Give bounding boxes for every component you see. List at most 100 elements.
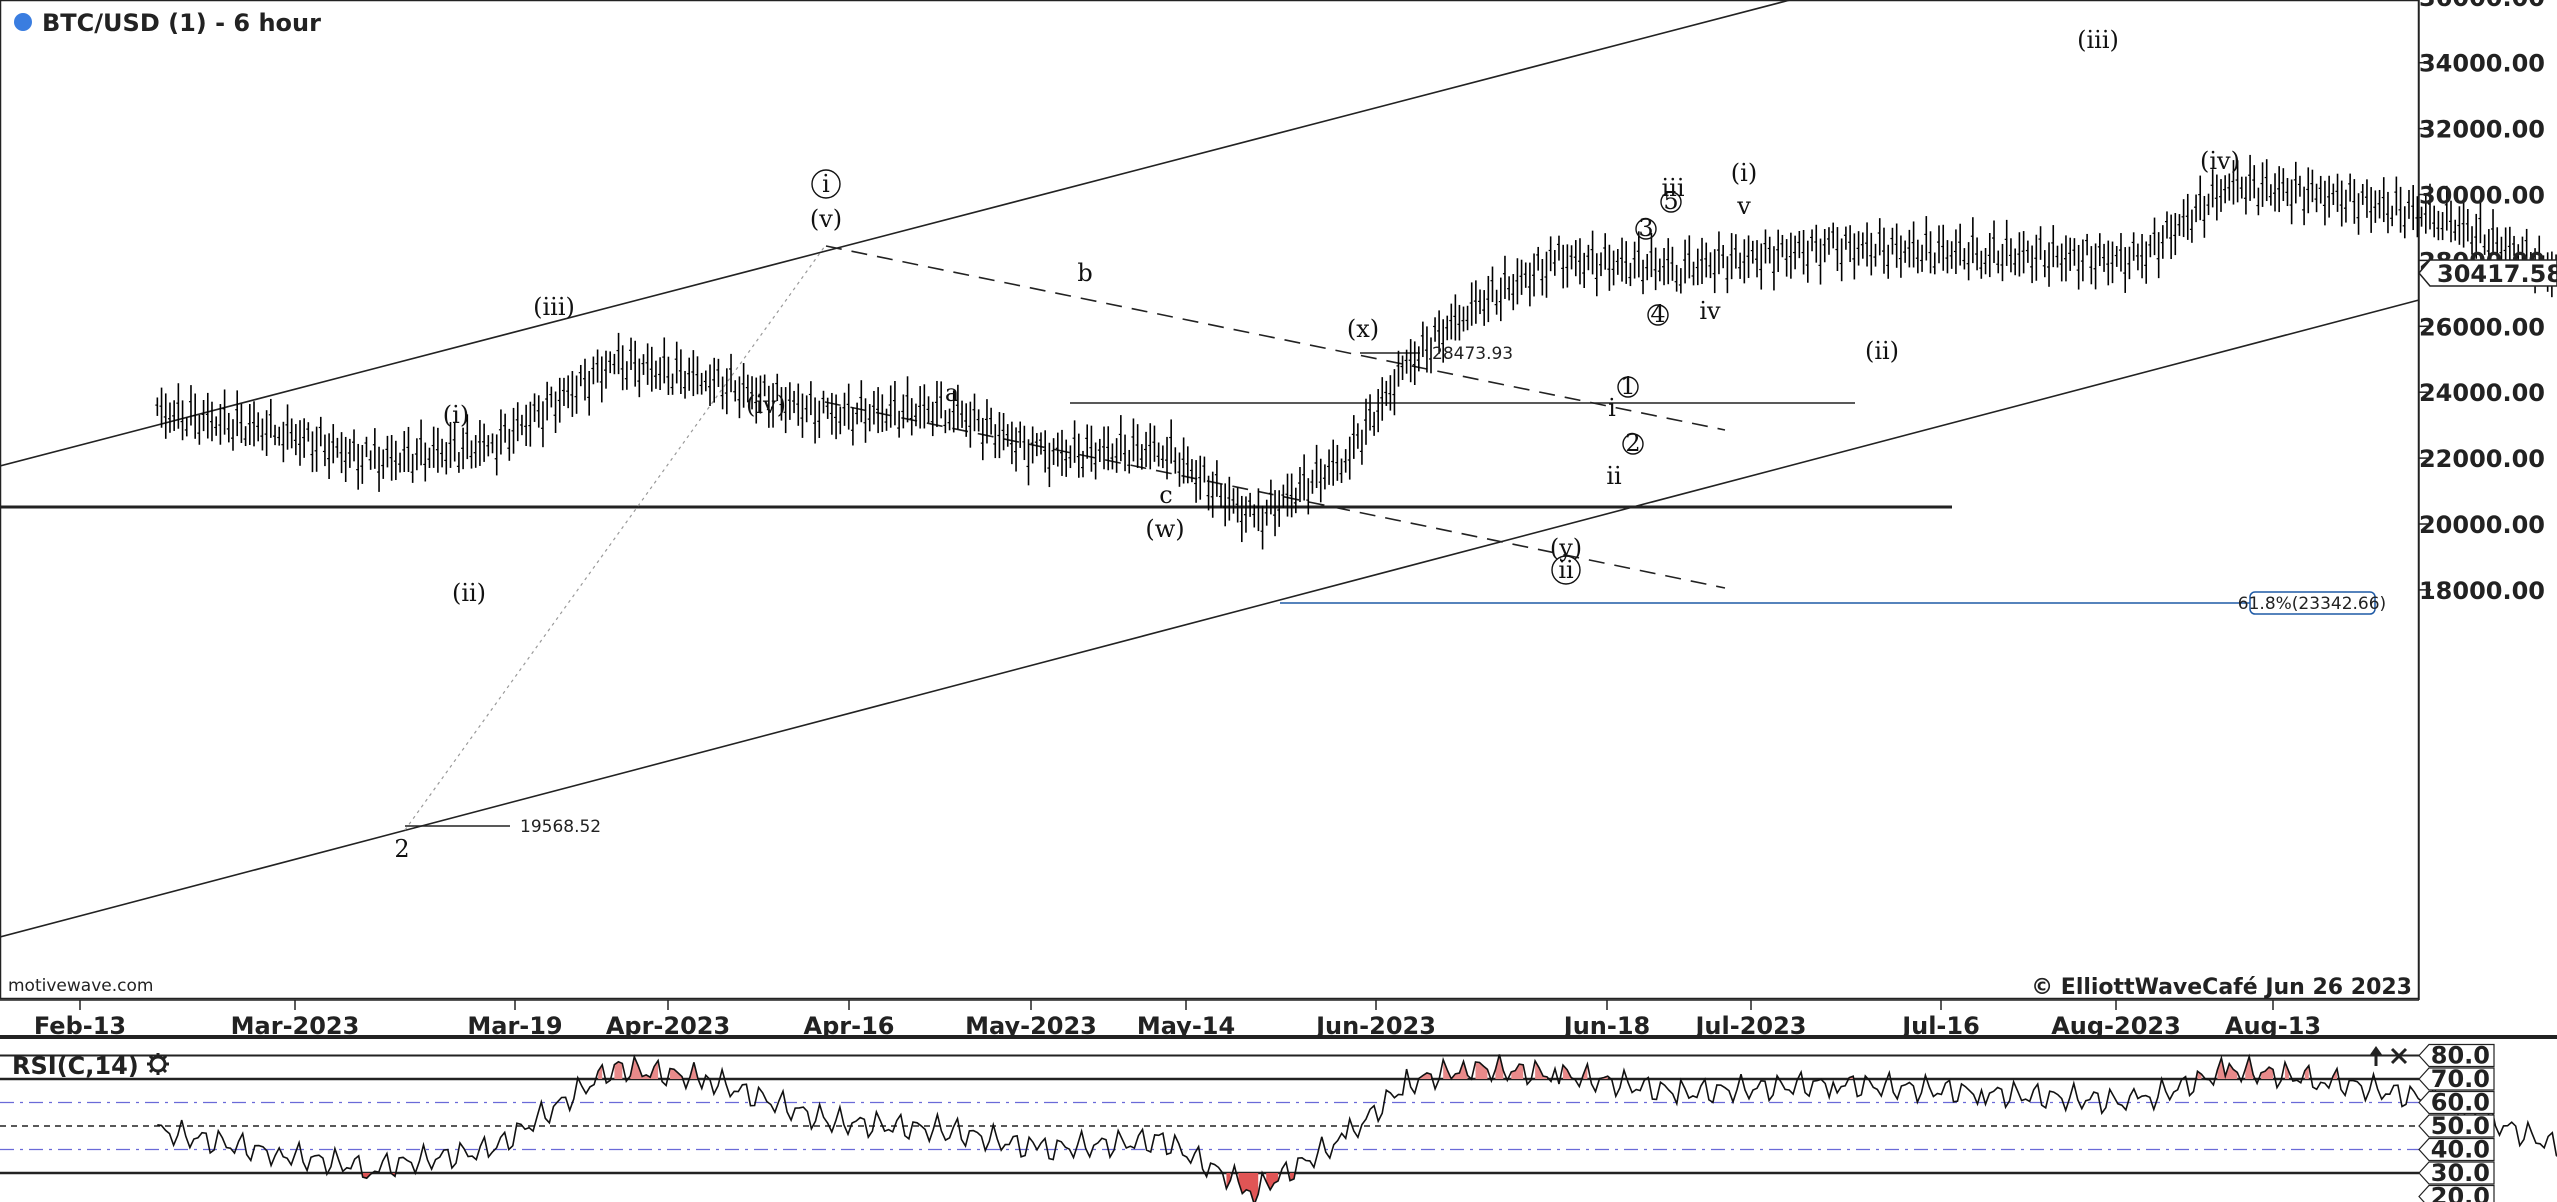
rsi-overbought-fill: [1511, 1064, 1524, 1079]
rsi-tick-box: [2418, 1043, 2495, 1068]
x-tick-label: Aug-2023: [2051, 1012, 2181, 1040]
rsi-oversold-fill: [1238, 1173, 1259, 1202]
price-bars: [155, 154, 2557, 550]
last-price-label: 30417.58: [2437, 260, 2557, 288]
rsi-tick-label: 30.0: [2431, 1159, 2490, 1187]
rsi-overbought-fill: [598, 1064, 603, 1079]
price-labels: 28473.93 19568.52 61.8%(23342.66): [520, 344, 2386, 837]
wave-label: (ii): [452, 579, 486, 607]
y-tick-label: 20000.00: [2419, 511, 2545, 539]
rsi-tick-box: [2418, 1137, 2495, 1162]
rsi-overbought-fill: [2261, 1067, 2274, 1079]
fib-label-box: [2249, 591, 2376, 615]
y-tick-label: 24000.00: [2419, 379, 2545, 407]
wave-label: b: [1077, 259, 1092, 287]
wave-label: (x): [1347, 315, 1379, 343]
y-tick-label: 18000.00: [2419, 577, 2545, 605]
wave-label: 5: [1663, 187, 1678, 215]
wave-circle: [1617, 376, 1639, 398]
rsi-tick-box: [2418, 1067, 2495, 1091]
rsi-overbought-fill: [1443, 1059, 1468, 1079]
rsi-overbought-fill: [689, 1062, 698, 1079]
rsi-line: [157, 1053, 2557, 1202]
low-price-label: 19568.52: [520, 817, 601, 837]
rsi-overbought-fill: [2197, 1071, 2202, 1079]
rsi-tick-box: [2418, 1114, 2495, 1138]
x-tick-label: Aug-13: [2225, 1012, 2321, 1040]
wave-label: (ii): [1865, 337, 1899, 365]
wave-label: (i): [1731, 159, 1757, 187]
rsi-overbought-fill: [1495, 1054, 1504, 1079]
y-tick-label: 36000.00: [2419, 0, 2545, 12]
rsi-overbought-fill: [670, 1068, 682, 1079]
rsi-tick-label: 60.0: [2431, 1089, 2490, 1117]
watermark: motivewave.com: [8, 976, 153, 996]
rsi-panel: RSI(C,14) 20.030.040.050.060.070.080.0: [0, 1042, 2557, 1202]
wave-label-circled: ii: [1558, 556, 1574, 584]
wave-circle: [1647, 304, 1669, 326]
fib-label: 61.8%(23342.66): [2238, 594, 2386, 614]
wave-label: (y): [1550, 534, 1582, 562]
wave-label: (iv): [2200, 147, 2240, 175]
rsi-tick-label: 50.0: [2431, 1112, 2490, 1140]
rsi-tick-box: [2418, 1090, 2495, 1115]
last-price-box: [2418, 259, 2557, 287]
dashed-upper-wedge: [825, 245, 1726, 431]
wave-circle: [811, 169, 841, 199]
wave-label: 1: [1620, 372, 1635, 400]
y-tick-label: 32000.00: [2419, 116, 2545, 144]
x-tick-label: May-2023: [965, 1012, 1097, 1040]
price-panel: [0, 0, 2420, 1000]
wave-label: (w): [1145, 515, 1184, 543]
wave-label: (i): [443, 401, 469, 429]
lower-channel-line: [0, 299, 2420, 938]
chart-title: BTC/USD (1) - 6 hour: [42, 9, 321, 37]
wave-label: a: [945, 379, 959, 407]
rsi-overbought-fill: [1535, 1060, 1548, 1079]
y-tick-label: 26000.00: [2419, 313, 2545, 341]
rsi-axis-ticks: 20.030.040.050.060.070.080.0: [2418, 1042, 2495, 1202]
rsi-title: RSI(C,14): [12, 1052, 139, 1080]
wave-label: (iv): [746, 391, 786, 419]
arrow-up-icon[interactable]: [2369, 1046, 2383, 1066]
trend-lines: [0, 0, 2420, 938]
wave-circle: [1622, 433, 1644, 455]
title-dot: [14, 13, 32, 31]
x-tick-label: Mar-19: [467, 1012, 562, 1040]
wave-label: v: [1736, 192, 1751, 220]
y-tick-label: 30000.00: [2419, 182, 2545, 210]
wave-circle: [1635, 218, 1657, 240]
rsi-plot: [0, 1053, 2557, 1202]
rsi-tick-label: 70.0: [2431, 1065, 2490, 1093]
rsi-overbought-fill: [2245, 1056, 2254, 1079]
x-axis-ticks: Feb-13 Mar-2023 Mar-19 Apr-2023 Apr-16 May-20…: [34, 1000, 2321, 1040]
y-tick-label: 22000.00: [2419, 445, 2545, 473]
rsi-oversold-fill: [1266, 1173, 1279, 1190]
high-price-label: 28473.93: [1432, 344, 1513, 364]
rsi-overbought-fill: [614, 1061, 623, 1079]
x-tick-label: May-14: [1137, 1012, 1235, 1040]
x-tick-label: Jun-18: [1562, 1012, 1650, 1040]
wave-label: 2: [394, 835, 409, 863]
panel-separator: [0, 1035, 2557, 1039]
wave-circle: [1660, 191, 1682, 213]
wave-label: (iii): [533, 293, 575, 321]
x-tick-label: Feb-13: [34, 1012, 126, 1040]
wave-label: c: [1159, 481, 1172, 509]
wave-label-circled: i: [822, 170, 830, 198]
copyright: © ElliottWaveCafé Jun 26 2023: [2031, 975, 2412, 1000]
x-tick-label: Jul-2023: [1694, 1012, 1807, 1040]
y-axis-ticks: 18000.00 20000.00 22000.00 24000.00 26000.00…: [2419, 0, 2545, 605]
wave-labels: (i)(ii)(iii)(iv)(v)i(w)(x)(y)iiabc2iiiiv…: [394, 26, 2240, 863]
wave-label: iv: [1699, 297, 1721, 325]
wave-circle: [1551, 555, 1581, 585]
x-tick-label: Jun-2023: [1314, 1012, 1436, 1040]
wave-label: ii: [1606, 462, 1622, 490]
rsi-tick-label: 80.0: [2431, 1042, 2490, 1070]
wave-label: i: [1608, 394, 1616, 422]
wave-label: (v): [810, 205, 842, 233]
rsi-tick-label: 20.0: [2431, 1183, 2490, 1202]
wave-label: 3: [1638, 214, 1653, 242]
rsi-tick-label: 40.0: [2431, 1136, 2490, 1164]
